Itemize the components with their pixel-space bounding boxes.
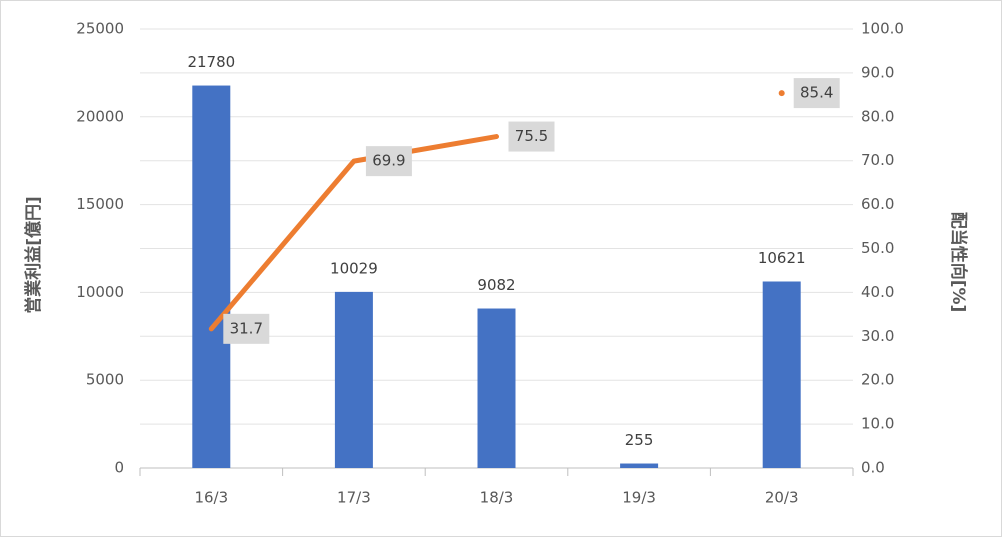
x-tick-label: 16/3	[194, 489, 228, 507]
line-label-box	[508, 121, 555, 152]
y2-tick-label: 90.0	[861, 63, 894, 81]
x-tick-label: 18/3	[480, 489, 514, 507]
bar-value-label: 10029	[330, 259, 378, 277]
line-value-label: 69.9	[372, 152, 405, 170]
y2-tick-label: 80.0	[861, 107, 894, 125]
line-label-box	[793, 78, 840, 109]
y2-tick-label: 20.0	[861, 371, 894, 389]
y-tick-label: 20000	[76, 107, 124, 125]
y2-tick-label: 50.0	[861, 239, 894, 257]
y2-tick-label: 30.0	[861, 327, 894, 345]
y2-tick-label: 10.0	[861, 415, 894, 433]
bar	[762, 281, 801, 468]
x-tick-label: 20/3	[765, 489, 799, 507]
y2-tick-label: 0.0	[861, 459, 885, 477]
line-label-box	[223, 313, 270, 344]
y2-tick-label: 40.0	[861, 283, 894, 301]
bar-value-label: 9082	[477, 276, 515, 294]
bar-value-label: 10621	[758, 249, 806, 267]
y2-tick-label: 100.0	[861, 20, 904, 38]
x-tick-label: 17/3	[337, 489, 371, 507]
bar-value-label: 255	[625, 431, 654, 449]
y2-axis-title: 配当性向[%]	[948, 212, 969, 313]
line-value-label: 75.5	[515, 127, 548, 145]
bar	[620, 463, 659, 468]
line	[208, 134, 499, 332]
y-tick-label: 10000	[76, 283, 124, 301]
line-label-box	[365, 146, 412, 177]
x-tick-label: 19/3	[622, 489, 656, 507]
line-point	[778, 90, 785, 97]
y-tick-label: 15000	[76, 195, 124, 213]
y-tick-label: 5000	[86, 371, 124, 389]
line-value-label: 85.4	[800, 84, 833, 102]
bar-value-label: 21780	[187, 53, 235, 71]
y-axis-title: 営業利益[億円]	[23, 196, 44, 314]
y-tick-label: 0	[114, 459, 124, 477]
bar	[334, 291, 373, 468]
y2-tick-label: 60.0	[861, 195, 894, 213]
y-tick-label: 25000	[76, 20, 124, 38]
bar	[192, 85, 231, 468]
bar	[477, 308, 516, 468]
y2-tick-label: 70.0	[861, 151, 894, 169]
line-value-label: 31.7	[230, 319, 263, 337]
